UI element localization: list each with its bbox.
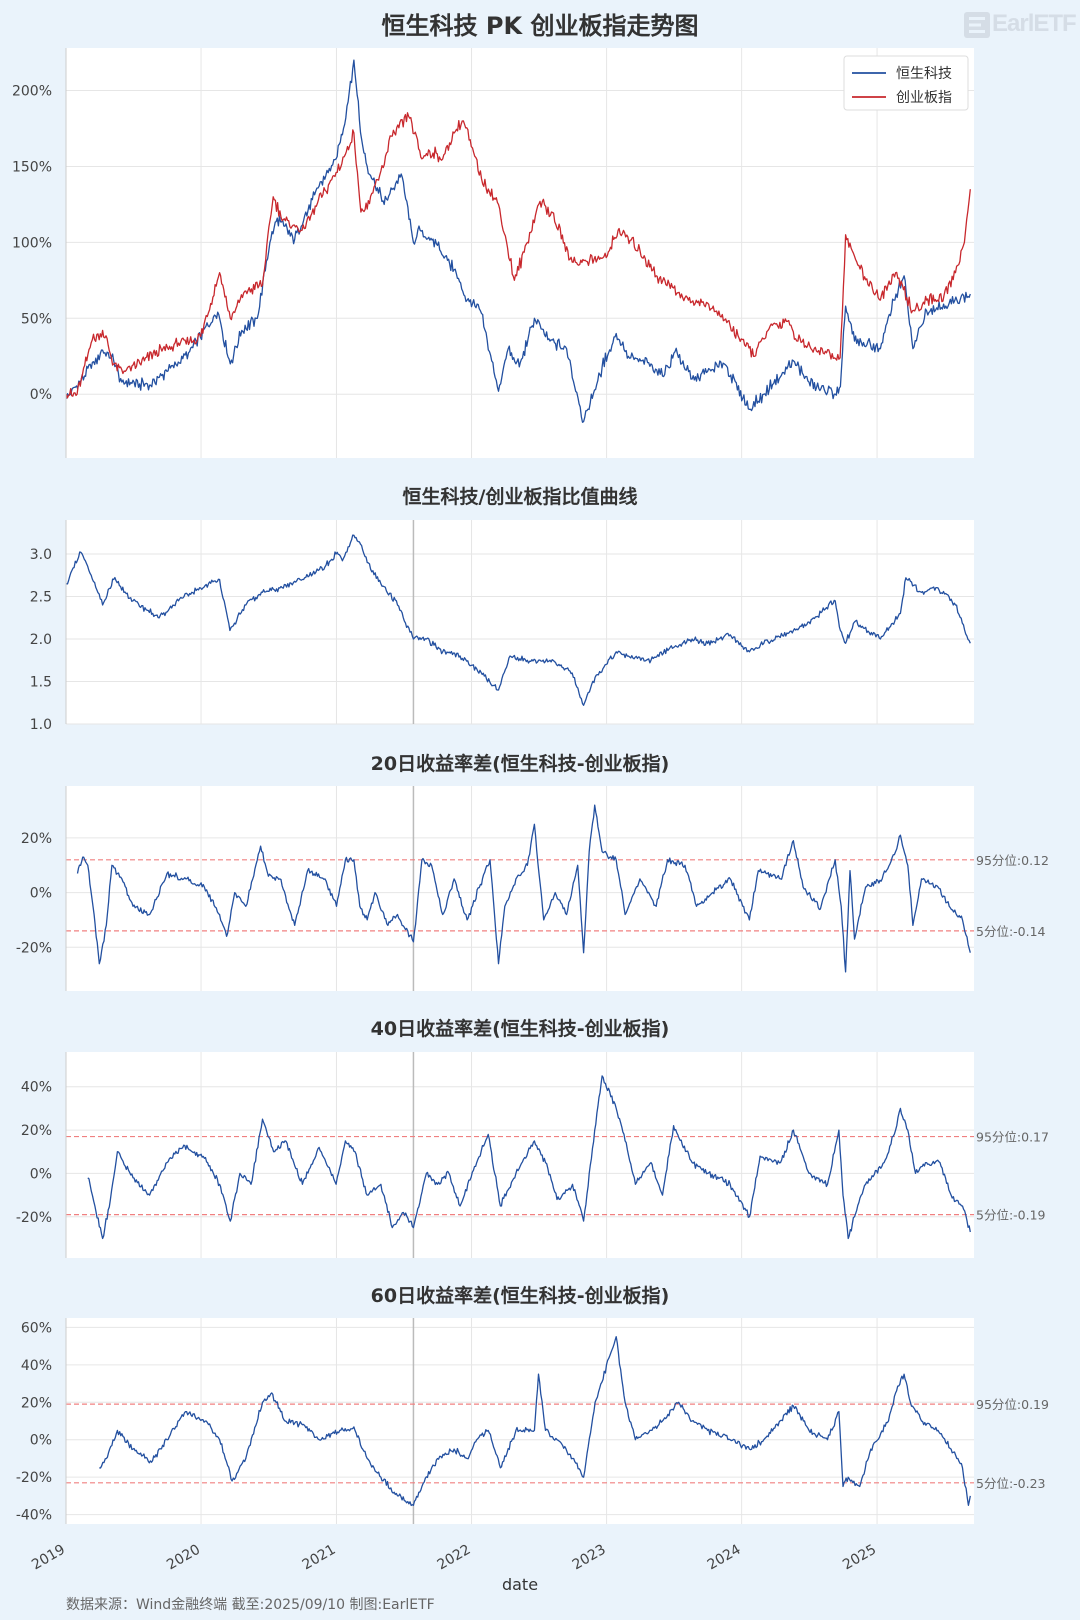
x-tick-label: 2025 bbox=[840, 1542, 879, 1574]
series-line-1 bbox=[99, 1336, 971, 1507]
earletf-logo: EarlETF bbox=[962, 8, 1077, 42]
y-tick-label: -20% bbox=[16, 940, 52, 956]
y-tick-label: 40% bbox=[21, 1358, 52, 1374]
page-title: 恒生科技 PK 创业板指走势图 bbox=[381, 12, 699, 40]
threshold-label: 5分位:-0.14 bbox=[976, 924, 1046, 939]
x-tick-label: 2021 bbox=[300, 1542, 339, 1574]
x-tick-label: 2024 bbox=[705, 1542, 744, 1574]
y-tick-label: -20% bbox=[16, 1470, 52, 1486]
logo-mark-icon bbox=[964, 12, 990, 38]
y-tick-label: 200% bbox=[12, 84, 52, 100]
y-tick-label: 3.0 bbox=[30, 547, 52, 563]
legend-label: 创业板指 bbox=[896, 90, 952, 106]
chart-title: 20日收益率差(恒生科技-创业板指) bbox=[371, 752, 670, 775]
y-tick-label: 2.5 bbox=[30, 590, 52, 606]
logo-text: EarlETF bbox=[992, 10, 1077, 37]
y-tick-label: 0% bbox=[30, 387, 52, 403]
x-tick-label: 2022 bbox=[435, 1542, 474, 1574]
y-tick-label: 20% bbox=[21, 831, 52, 847]
chart-title: 60日收益率差(恒生科技-创业板指) bbox=[371, 1284, 670, 1307]
x-tick-label: 2020 bbox=[164, 1542, 203, 1574]
y-tick-label: 2.0 bbox=[30, 632, 52, 648]
y-tick-label: 40% bbox=[21, 1080, 52, 1096]
chart-panel-5: 60日收益率差(恒生科技-创业板指) -40% -20% 0% 20% 40% 60% 95分… bbox=[16, 1284, 1049, 1524]
series-line-1 bbox=[66, 534, 971, 706]
series-line-1 bbox=[87, 1075, 971, 1240]
chart-title: 40日收益率差(恒生科技-创业板指) bbox=[371, 1017, 670, 1040]
y-tick-label: 150% bbox=[12, 159, 52, 175]
y-tick-label: 1.0 bbox=[30, 717, 52, 733]
y-tick-label: 0% bbox=[30, 1433, 52, 1449]
x-axis-label: date bbox=[502, 1575, 538, 1594]
x-tick-label: 2023 bbox=[570, 1542, 609, 1574]
plot-area bbox=[66, 520, 974, 724]
chart-title: 恒生科技/创业板指比值曲线 bbox=[403, 485, 638, 508]
y-tick-label: 20% bbox=[21, 1395, 52, 1411]
data-source-footer: 数据来源：Wind金融终端 截至:2025/09/10 制图:EarlETF bbox=[66, 1597, 435, 1613]
x-tick-label: 2019 bbox=[29, 1542, 68, 1574]
threshold-label: 5分位:-0.19 bbox=[976, 1208, 1046, 1223]
plot-area bbox=[66, 1318, 974, 1524]
chart-panel-4: 40日收益率差(恒生科技-创业板指) -20% 0% 20% 40% 95分位:0.17 5… bbox=[16, 1017, 1049, 1258]
chart-panel-2: 恒生科技/创业板指比值曲线 1.0 1.5 2.0 2.5 3.0 bbox=[30, 485, 974, 733]
series-line-1 bbox=[76, 804, 971, 973]
y-tick-label: 0% bbox=[30, 886, 52, 902]
threshold-label: 95分位:0.19 bbox=[976, 1397, 1049, 1412]
plot-area bbox=[66, 1052, 974, 1258]
y-tick-label: 100% bbox=[12, 235, 52, 251]
threshold-label: 95分位:0.17 bbox=[976, 1130, 1049, 1145]
plot-area bbox=[66, 48, 974, 458]
y-tick-label: -20% bbox=[16, 1210, 52, 1226]
y-tick-label: 60% bbox=[21, 1320, 52, 1336]
chart-panel-3: 20日收益率差(恒生科技-创业板指) -20% 0% 20% 95分位:0.12 5分位:… bbox=[16, 752, 1049, 991]
threshold-label: 95分位:0.12 bbox=[976, 853, 1049, 868]
series-line-2 bbox=[65, 112, 971, 399]
y-tick-label: -40% bbox=[16, 1508, 52, 1524]
y-tick-label: 1.5 bbox=[30, 675, 52, 691]
y-tick-label: 20% bbox=[21, 1123, 52, 1139]
plot-area bbox=[66, 786, 974, 991]
legend-label: 恒生科技 bbox=[896, 66, 952, 82]
y-tick-label: 50% bbox=[21, 311, 52, 327]
y-tick-label: 0% bbox=[30, 1166, 52, 1182]
threshold-label: 5分位:-0.23 bbox=[976, 1476, 1046, 1491]
series-line-1 bbox=[65, 59, 971, 423]
